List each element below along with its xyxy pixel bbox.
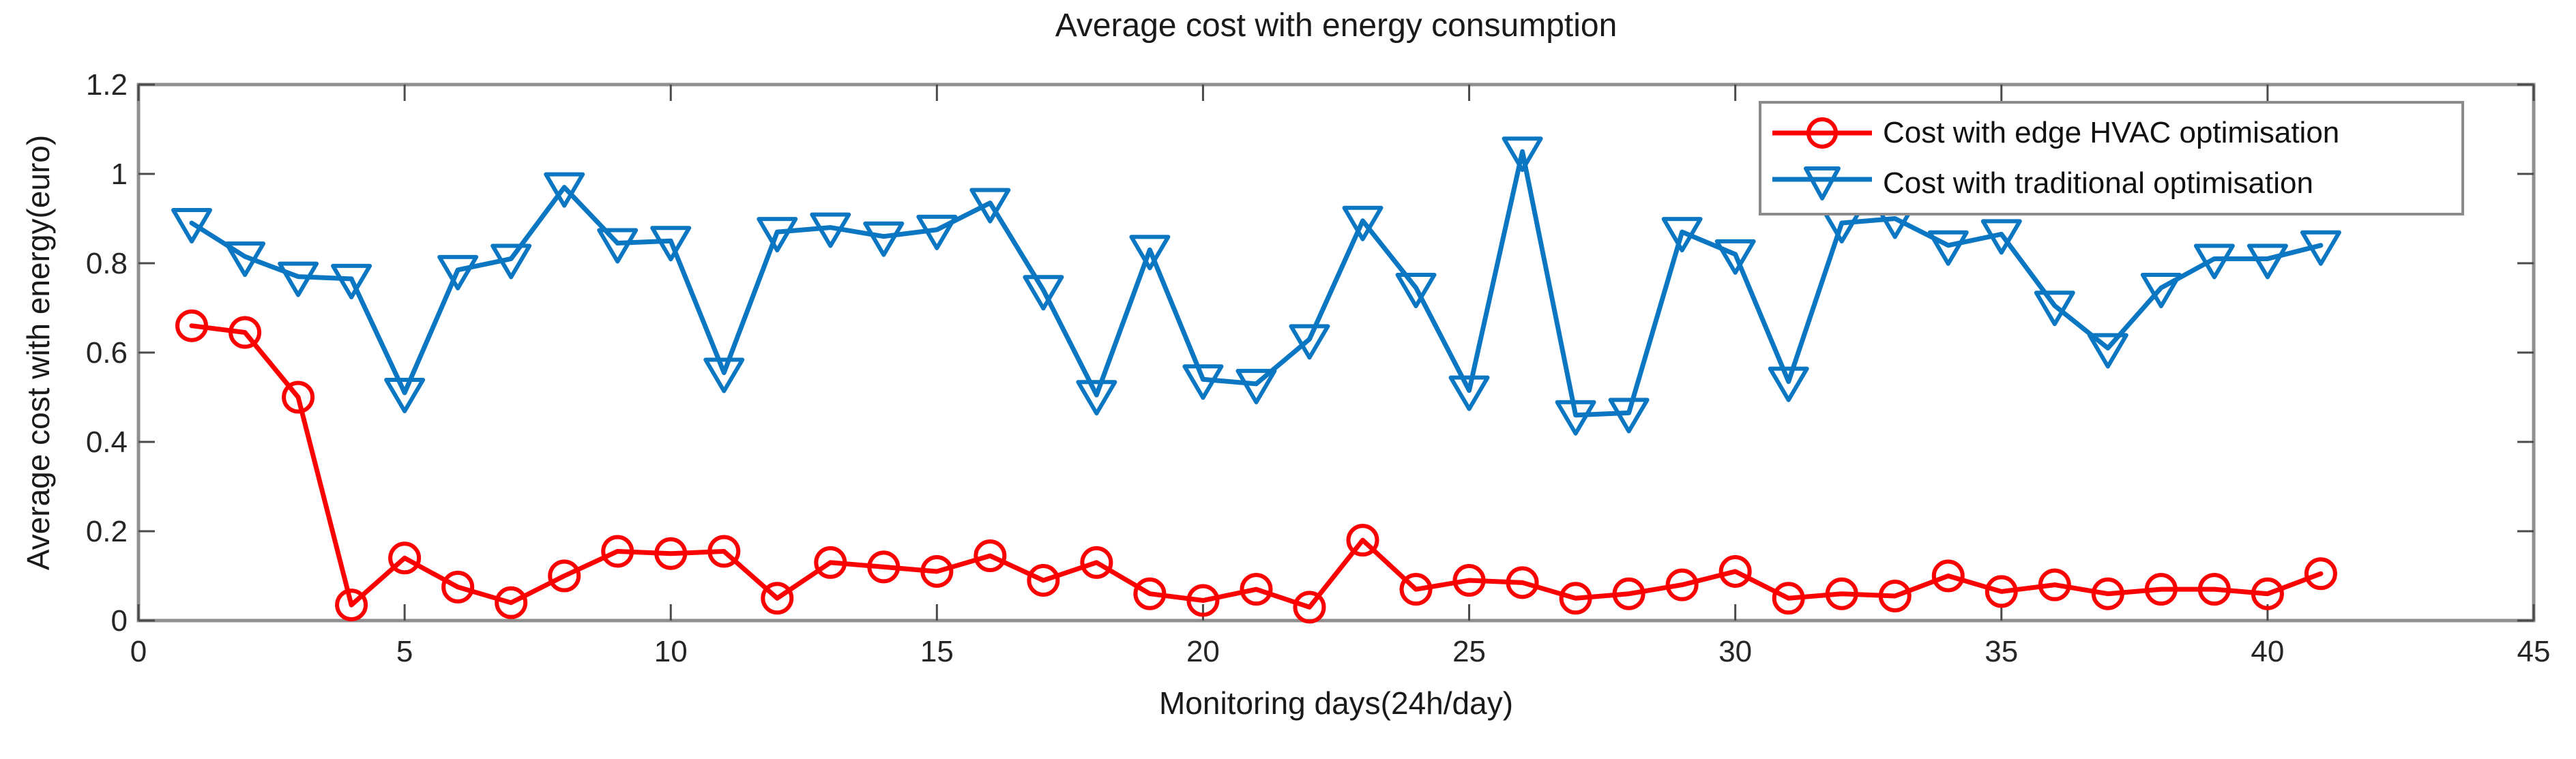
x-axis-label: Monitoring days(24h/day) <box>1158 685 1514 721</box>
svg-text:0.4: 0.4 <box>86 426 128 459</box>
svg-text:25: 25 <box>1452 635 1486 668</box>
y-axis-ticks: 0 0.2 0.4 0.6 0.8 1 1.2 <box>86 68 2534 638</box>
legend-line-triangle-icon <box>1772 166 1872 201</box>
legend-label: Cost with edge HVAC optimisation <box>1883 115 2340 149</box>
legend-label: Cost with traditional optimisation <box>1883 166 2313 200</box>
svg-text:40: 40 <box>2251 635 2284 668</box>
svg-text:1: 1 <box>111 158 128 191</box>
series-1 <box>171 136 2341 436</box>
svg-text:0.8: 0.8 <box>86 247 128 280</box>
legend-item-traditional: Cost with traditional optimisation <box>1771 162 2461 205</box>
data-series <box>171 136 2341 624</box>
legend-line-circle-icon <box>1772 117 1872 149</box>
svg-text:30: 30 <box>1718 635 1752 668</box>
series-0 <box>175 309 2337 624</box>
chart-title: Average cost with energy consumption <box>1055 8 1618 44</box>
svg-text:0.6: 0.6 <box>86 336 128 370</box>
svg-text:1.2: 1.2 <box>86 68 128 102</box>
svg-text:10: 10 <box>654 635 688 668</box>
svg-text:5: 5 <box>396 635 413 668</box>
legend-box: Cost with edge HVAC optimisation Cost wi… <box>1759 101 2464 215</box>
svg-text:15: 15 <box>920 635 954 668</box>
svg-text:0: 0 <box>130 635 147 668</box>
x-axis-ticks: 0 5 10 15 20 25 30 35 40 45 <box>130 85 2551 668</box>
svg-text:35: 35 <box>1985 635 2018 668</box>
svg-text:20: 20 <box>1186 635 1220 668</box>
svg-text:0: 0 <box>111 604 128 638</box>
svg-text:0.2: 0.2 <box>86 515 128 548</box>
svg-text:45: 45 <box>2517 635 2551 668</box>
legend-item-edge-hvac: Cost with edge HVAC optimisation <box>1771 111 2461 155</box>
